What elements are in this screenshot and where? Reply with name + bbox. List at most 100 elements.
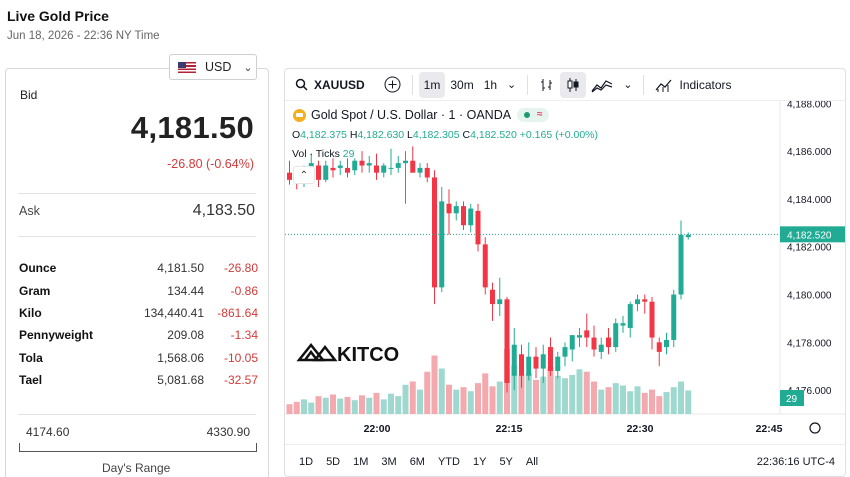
volume-bar: [380, 399, 387, 414]
us-flag-icon: [178, 61, 196, 73]
volume-bar: [518, 375, 525, 414]
unit-price: 134.44: [167, 283, 204, 298]
unit-name: Ounce: [19, 261, 57, 276]
chart-style-dropdown[interactable]: ⌄: [618, 72, 637, 98]
chevron-down-icon: ⌄: [507, 79, 517, 91]
range-all[interactable]: All: [525, 455, 539, 468]
candle-body: [685, 234, 691, 238]
interval-1m[interactable]: 1m: [418, 71, 446, 98]
candle-body: [468, 208, 474, 226]
candle-body: [548, 347, 553, 371]
candle-body: [482, 244, 488, 288]
y-tick-label: 4,184.000: [787, 195, 832, 206]
range-3m[interactable]: 3M: [381, 455, 397, 468]
bid-value: 4,181.50: [130, 110, 254, 145]
range-ytd[interactable]: YTD: [437, 455, 460, 468]
bars-icon: [541, 78, 553, 91]
volume-bar: [293, 401, 300, 414]
high-value: 4,182.630: [357, 129, 405, 141]
table-row: Ounce 4,181.50 -26.80: [19, 257, 259, 279]
y-tick-label: 4,182.000: [787, 243, 832, 254]
chart-clock[interactable]: 22:36:16 UTC-4: [756, 456, 835, 468]
interval-dropdown[interactable]: ⌄: [502, 72, 521, 98]
candle-body: [410, 160, 416, 173]
unit-name: Kilo: [19, 305, 42, 320]
currency-select[interactable]: USD ⌄: [169, 54, 257, 80]
range-1m[interactable]: 1M: [353, 455, 369, 468]
candle-body: [526, 356, 532, 376]
volume-bar: [678, 381, 684, 414]
interval-1h[interactable]: 1h: [483, 77, 498, 92]
volume-tag: [780, 390, 804, 406]
volume-label: Vol · Ticks: [292, 148, 340, 160]
candle-body: [424, 167, 430, 178]
divider: [18, 414, 256, 415]
toolbar-divider: [527, 74, 529, 95]
volume-bar: [685, 390, 692, 414]
range-5y[interactable]: 5Y: [499, 455, 513, 468]
indicators-button[interactable]: Indicators: [650, 72, 736, 98]
candle-body: [635, 299, 640, 305]
settings-icon[interactable]: [809, 422, 821, 434]
volume-bar: [330, 394, 336, 414]
compare-button[interactable]: [379, 72, 406, 98]
candle-body: [664, 339, 669, 348]
candle-body: [627, 304, 633, 328]
collapse-legend-button[interactable]: ⌃: [293, 166, 315, 184]
volume-bar: [409, 381, 416, 414]
symbol-search[interactable]: XAUUSD: [295, 78, 365, 92]
page-title: Live Gold Price: [7, 8, 109, 24]
chart-toolbar: XAUUSD 1m 30m 1h ⌄: [285, 69, 845, 101]
candle-body: [439, 201, 445, 288]
toolbar-divider: [411, 74, 413, 95]
volume-bar: [366, 397, 373, 414]
status-dot-icon: [523, 112, 530, 118]
candle-body: [497, 299, 503, 305]
bid-label: Bid: [20, 88, 38, 102]
candle-chart-style-button[interactable]: [560, 71, 587, 98]
unit-name: Tola: [19, 350, 43, 365]
range-5d[interactable]: 5D: [326, 455, 341, 468]
unit-price: 1,568.06: [157, 350, 204, 365]
bar-chart-style-button[interactable]: [534, 72, 560, 98]
y-tick-label: 4,180.000: [787, 291, 832, 302]
candle-body: [381, 165, 387, 173]
kitco-logo-mark: [312, 344, 338, 362]
volume-bar: [496, 381, 503, 414]
range-6m[interactable]: 6M: [409, 455, 425, 468]
candle-body: [577, 335, 582, 338]
volume-bar: [417, 389, 423, 414]
candle-body: [475, 210, 481, 245]
volume-bar: [301, 399, 307, 414]
ohlc-readout: O4,182.375 H4,182.630 L4,182.305 C4,182.…: [292, 129, 598, 141]
volume-bar: [605, 387, 612, 414]
volume-bar: [337, 398, 344, 414]
range-1d[interactable]: 1D: [299, 455, 314, 468]
gold-coin-icon: [293, 108, 306, 122]
area-chart-style-button[interactable]: [586, 72, 618, 98]
volume-bar: [663, 392, 670, 414]
table-row: Kilo 134,440.41 -861.64: [19, 302, 259, 324]
volume-bar: [344, 396, 351, 414]
candle-body: [678, 234, 684, 295]
volume-bar: [359, 395, 365, 414]
candle-body: [395, 163, 401, 168]
volume-bar: [322, 397, 329, 414]
volume-bar: [467, 391, 474, 414]
volume-bar: [424, 371, 431, 414]
chart-widget: XAUUSD 1m 30m 1h ⌄: [284, 68, 846, 477]
range-1y[interactable]: 1Y: [472, 455, 487, 468]
volume-bar: [670, 387, 677, 414]
interval-30m[interactable]: 30m: [450, 77, 474, 92]
volume-bar: [627, 391, 634, 414]
unit-name: Gram: [19, 283, 51, 298]
unit-change: -861.64: [217, 305, 258, 320]
candle-body: [656, 342, 662, 352]
bid-change: -26.80 (-0.64%): [167, 157, 254, 171]
volume-bar: [641, 392, 648, 414]
ask-value: 4,183.50: [192, 202, 255, 219]
ask-label: Ask: [19, 204, 40, 218]
price-chart[interactable]: 4,188.000 4,186.000 4,184.000 4,182.000 4,18…: [285, 101, 846, 444]
date-range-bar: 1D 5D 1M 3M 6M YTD 1Y 5Y All 22:36:16 UT…: [285, 444, 845, 476]
table-row: Gram 134.44 -0.86: [19, 279, 259, 301]
